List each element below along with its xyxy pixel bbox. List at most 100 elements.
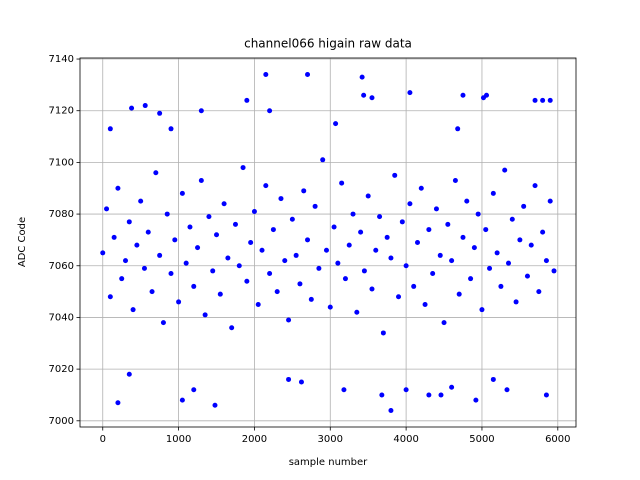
point <box>183 260 189 266</box>
point <box>316 265 322 271</box>
point <box>267 271 273 277</box>
point <box>373 247 379 253</box>
point <box>293 252 299 258</box>
point <box>359 74 365 80</box>
point <box>298 379 304 385</box>
point <box>320 157 326 163</box>
point <box>377 214 383 220</box>
point <box>407 201 413 207</box>
point <box>138 198 144 204</box>
point <box>229 325 235 331</box>
point <box>160 320 166 326</box>
point <box>399 219 405 225</box>
point <box>107 294 113 300</box>
point <box>240 165 246 171</box>
point <box>119 276 125 282</box>
point <box>473 397 479 403</box>
point <box>179 190 185 196</box>
point <box>289 216 295 222</box>
point <box>123 258 129 264</box>
plot-frame <box>79 57 577 428</box>
point <box>452 177 458 183</box>
point <box>270 227 276 233</box>
point <box>210 268 216 274</box>
point <box>521 203 527 209</box>
point <box>540 97 546 103</box>
point <box>297 281 303 287</box>
point <box>532 183 538 189</box>
point <box>422 302 428 308</box>
point <box>361 92 367 98</box>
x-tick-label: 4000 <box>393 434 418 445</box>
point <box>232 221 238 227</box>
point <box>354 309 360 315</box>
point <box>130 307 136 313</box>
point <box>274 289 280 295</box>
point <box>551 268 557 274</box>
y-axis-label: ADC Code <box>17 217 28 267</box>
point <box>191 387 197 393</box>
point <box>323 247 329 253</box>
point <box>259 247 265 253</box>
point <box>286 317 292 323</box>
point <box>468 276 474 282</box>
point <box>449 384 455 390</box>
point <box>198 177 204 183</box>
point <box>312 203 318 209</box>
point <box>244 97 250 103</box>
point <box>301 188 307 194</box>
point <box>225 255 231 261</box>
x-tick-label: 2000 <box>242 434 267 445</box>
point <box>134 242 140 248</box>
y-tick-label: 7040 <box>49 312 74 323</box>
point <box>483 227 489 233</box>
point <box>111 234 117 240</box>
point <box>104 206 110 212</box>
point <box>460 234 466 240</box>
point <box>411 283 417 289</box>
point <box>528 242 534 248</box>
point <box>407 90 413 96</box>
point <box>333 121 339 127</box>
point <box>384 234 390 240</box>
point <box>157 110 163 116</box>
point <box>506 260 512 266</box>
point <box>107 126 113 132</box>
point <box>331 224 337 230</box>
x-tick-label: 6000 <box>545 434 570 445</box>
point <box>153 170 159 176</box>
point <box>414 240 420 245</box>
point <box>543 392 549 398</box>
point <box>379 392 385 398</box>
point <box>168 126 174 132</box>
point <box>392 172 398 178</box>
point <box>342 276 348 282</box>
point <box>460 92 466 98</box>
point <box>267 108 273 114</box>
point <box>513 299 519 305</box>
y-tick-label: 7140 <box>49 54 74 65</box>
point <box>141 265 147 271</box>
point <box>464 198 470 204</box>
point <box>350 211 356 217</box>
y-tick-label: 7120 <box>49 106 74 117</box>
point <box>471 245 477 251</box>
point <box>278 196 284 202</box>
point <box>418 185 424 191</box>
point <box>339 180 345 186</box>
y-tick-label: 7060 <box>49 261 74 272</box>
point <box>509 216 515 222</box>
point <box>149 289 155 295</box>
point <box>191 283 197 289</box>
point <box>494 250 500 256</box>
point <box>536 289 542 295</box>
point <box>145 229 151 235</box>
point <box>217 291 223 297</box>
point <box>202 312 208 318</box>
point <box>195 245 201 251</box>
point <box>176 299 182 305</box>
point <box>361 268 367 274</box>
y-tick-label: 7020 <box>49 364 74 375</box>
y-tick-label: 7080 <box>49 209 74 220</box>
